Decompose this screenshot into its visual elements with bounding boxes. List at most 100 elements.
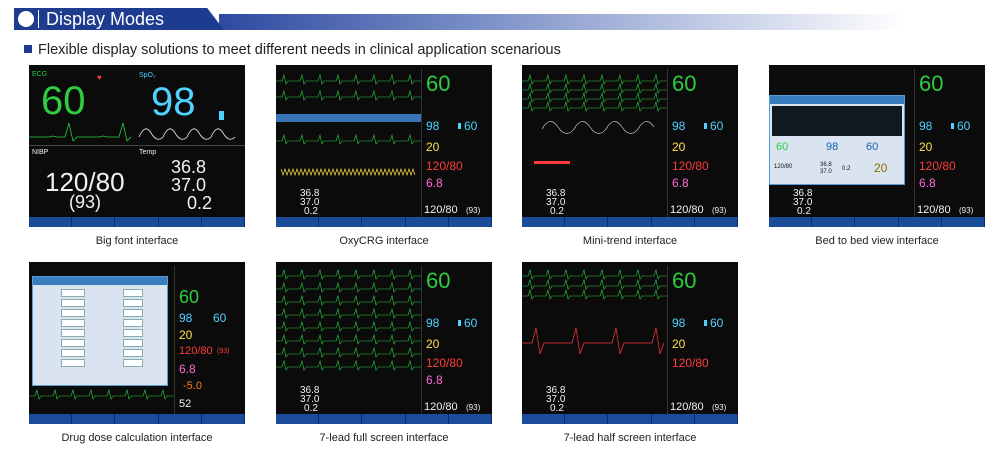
toolbar-button[interactable]	[449, 414, 492, 424]
toolbar-button[interactable]	[362, 217, 406, 227]
toolbar-button[interactable]	[449, 217, 492, 227]
column-divider	[667, 69, 668, 217]
toolbar-button[interactable]	[319, 414, 363, 424]
ecg-waveform	[522, 278, 667, 290]
toolbar-button[interactable]	[652, 217, 695, 227]
remote-temp-diff-value: 0.2	[842, 166, 851, 172]
drug-field-input[interactable]	[123, 299, 143, 307]
toolbar-button[interactable]	[319, 217, 363, 227]
toolbar-button[interactable]	[565, 414, 609, 424]
toolbar-button[interactable]	[72, 217, 116, 227]
oxycrg-resp-waveform	[280, 167, 416, 177]
monitor-screen: 60 98 60 20 120/80 6.8 36.8 37.0 0.2 120/80 (93)	[276, 65, 492, 227]
toolbar-button[interactable]	[769, 217, 813, 227]
drug-field-input[interactable]	[123, 289, 143, 297]
nibp-bottom-value: 120/80	[424, 204, 458, 216]
monitor-screen: 60 98 60 20 120/80 6.8 36.8 37.0 0.2 120/80 (93)	[522, 65, 738, 227]
pr-value: 60	[464, 316, 478, 330]
temp1-value: 36.8	[300, 385, 320, 396]
drug-field-input[interactable]	[61, 299, 85, 307]
temp2-value: 37.0	[546, 197, 566, 208]
oxycrg-control-bar[interactable]	[276, 114, 421, 122]
co2-value: 6.8	[919, 176, 936, 190]
waveform-area	[522, 73, 667, 164]
toolbar-button[interactable]	[899, 217, 942, 227]
ecg-waveform	[276, 294, 421, 306]
toolbar-button[interactable]	[565, 217, 609, 227]
ecg-waveform	[276, 359, 421, 371]
section-header: Display Modes	[14, 8, 904, 30]
toolbar-button[interactable]	[115, 217, 159, 227]
toolbar-button[interactable]	[29, 414, 73, 424]
drug-field-input[interactable]	[123, 349, 143, 357]
drug-field-input[interactable]	[123, 339, 143, 347]
resp-waveform	[522, 327, 665, 355]
pleth-waveform	[138, 128, 236, 140]
toolbar-button[interactable]	[406, 217, 449, 227]
panel-7-lead-half[interactable]: 60 98 60 20 120/80 36.8 37.0 0.2 120/80 (93) 7-le…	[522, 262, 738, 444]
trend-bar	[534, 161, 570, 164]
toolbar-button[interactable]	[695, 217, 738, 227]
panel-drug-dose[interactable]: 60 98 60 20 120/80 (93) 6.8 -5.0 52 Drug dose ca…	[29, 262, 245, 444]
co2-value: 6.8	[179, 362, 196, 376]
toolbar-button[interactable]	[362, 414, 406, 424]
spo2-value: 98	[179, 311, 193, 325]
drug-field-input[interactable]	[61, 349, 85, 357]
drug-field-input[interactable]	[123, 309, 143, 317]
panel-mini-trend[interactable]: 60 98 60 20 120/80 6.8 36.8 37.0 0.2 120/80 (93) M…	[522, 65, 738, 247]
spo2-value: 98	[672, 119, 686, 133]
toolbar-button[interactable]	[72, 414, 116, 424]
drug-field-input[interactable]	[61, 359, 85, 367]
drug-field-input[interactable]	[123, 329, 143, 337]
bottom-toolbar	[522, 414, 738, 424]
drug-field-input[interactable]	[61, 309, 85, 317]
temp-diff-value: 0.2	[550, 206, 564, 217]
toolbar-button[interactable]	[522, 414, 566, 424]
monitor-screen: ECG ♥ 60 SpO₂ 98 NIBP 120/80 (93) Temp 3…	[29, 65, 245, 227]
bottom-toolbar	[29, 217, 245, 227]
toolbar-button[interactable]	[855, 217, 899, 227]
bottom-toolbar	[276, 414, 492, 424]
remote-temp1-value: 36.8	[820, 162, 832, 168]
hr-value: 60	[426, 71, 451, 96]
toolbar-button[interactable]	[202, 414, 245, 424]
divider	[29, 145, 245, 146]
panel-caption: Big font interface	[95, 235, 179, 247]
toolbar-button[interactable]	[942, 217, 985, 227]
toolbar-button[interactable]	[522, 217, 566, 227]
drug-field-input[interactable]	[61, 339, 85, 347]
toolbar-button[interactable]	[159, 217, 202, 227]
remote-hr-value: 60	[776, 141, 789, 153]
panel-bed-to-bed[interactable]: 60 98 60 20 120/80 6.8 36.8 37.0 0.2 120/80 (93) 60…	[769, 65, 985, 247]
toolbar-button[interactable]	[29, 217, 73, 227]
resp-value: 20	[672, 337, 686, 351]
pleth-bar-icon	[704, 123, 707, 129]
drug-dose-dialog[interactable]	[32, 276, 168, 386]
drug-field-input[interactable]	[61, 289, 85, 297]
drug-field-input[interactable]	[61, 329, 85, 337]
toolbar-button[interactable]	[202, 217, 245, 227]
toolbar-button[interactable]	[406, 414, 449, 424]
drug-field-input[interactable]	[123, 319, 143, 327]
pleth-bar-icon	[219, 111, 224, 120]
panel-big-font[interactable]: ECG ♥ 60 SpO₂ 98 NIBP 120/80 (93) Temp 3…	[29, 65, 245, 247]
toolbar-button[interactable]	[276, 217, 320, 227]
panel-oxycrg[interactable]: 60 98 60 20 120/80 6.8 36.8 37.0 0.2 120/80 (93) O…	[276, 65, 492, 247]
toolbar-button[interactable]	[608, 414, 652, 424]
drug-field-input[interactable]	[61, 319, 85, 327]
ecg-waveform	[29, 388, 174, 400]
toolbar-button[interactable]	[652, 414, 695, 424]
toolbar-button[interactable]	[276, 414, 320, 424]
spo2-value: 98	[426, 316, 440, 330]
subtitle: Flexible display solutions to meet diffe…	[24, 42, 561, 58]
toolbar-button[interactable]	[812, 217, 856, 227]
toolbar-button[interactable]	[115, 414, 159, 424]
nibp-mean-value: (93)	[712, 206, 727, 215]
bed-view-dialog[interactable]: 60 98 60 120/80 36.8 37.0 0.2 20	[769, 95, 905, 185]
ecg-waveform	[522, 100, 667, 112]
panel-7-lead-full[interactable]: 60 98 60 20 120/80 6.8 36.8 37.0 0.2 120/80 (93) 7…	[276, 262, 492, 444]
toolbar-button[interactable]	[608, 217, 652, 227]
drug-field-input[interactable]	[123, 359, 143, 367]
toolbar-button[interactable]	[695, 414, 738, 424]
toolbar-button[interactable]	[159, 414, 202, 424]
